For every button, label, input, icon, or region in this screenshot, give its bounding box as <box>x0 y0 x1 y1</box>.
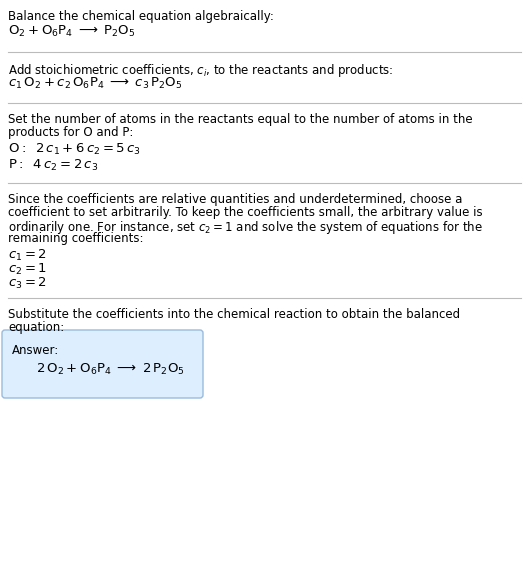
Text: ordinarily one. For instance, set $c_2 = 1$ and solve the system of equations fo: ordinarily one. For instance, set $c_2 =… <box>8 219 483 236</box>
Text: Balance the chemical equation algebraically:: Balance the chemical equation algebraica… <box>8 10 274 23</box>
Text: coefficient to set arbitrarily. To keep the coefficients small, the arbitrary va: coefficient to set arbitrarily. To keep … <box>8 206 482 219</box>
Text: Answer:: Answer: <box>12 344 59 357</box>
Text: $\mathrm{O_2} + \mathrm{O_6P_4} \;\longrightarrow\; \mathrm{P_2O_5}$: $\mathrm{O_2} + \mathrm{O_6P_4} \;\longr… <box>8 24 135 39</box>
Text: equation:: equation: <box>8 321 64 334</box>
Text: $\mathrm{P:}\;\; 4\,c_2 = 2\,c_3$: $\mathrm{P:}\;\; 4\,c_2 = 2\,c_3$ <box>8 158 98 173</box>
Text: Since the coefficients are relative quantities and underdetermined, choose a: Since the coefficients are relative quan… <box>8 193 462 206</box>
Text: $c_3 = 2$: $c_3 = 2$ <box>8 276 47 291</box>
Text: $\mathrm{O:}\;\; 2\,c_1 + 6\,c_2 = 5\,c_3$: $\mathrm{O:}\;\; 2\,c_1 + 6\,c_2 = 5\,c_… <box>8 142 141 157</box>
Text: products for O and P:: products for O and P: <box>8 126 133 139</box>
FancyBboxPatch shape <box>2 330 203 398</box>
Text: $c_1\, \mathrm{O_2} + c_2\, \mathrm{O_6P_4} \;\longrightarrow\; c_3\, \mathrm{P_: $c_1\, \mathrm{O_2} + c_2\, \mathrm{O_6P… <box>8 76 183 91</box>
Text: $2\, \mathrm{O_2} + \mathrm{O_6P_4} \;\longrightarrow\; 2\, \mathrm{P_2O_5}$: $2\, \mathrm{O_2} + \mathrm{O_6P_4} \;\l… <box>36 362 185 377</box>
Text: Substitute the coefficients into the chemical reaction to obtain the balanced: Substitute the coefficients into the che… <box>8 308 460 321</box>
Text: $c_2 = 1$: $c_2 = 1$ <box>8 262 47 277</box>
Text: remaining coefficients:: remaining coefficients: <box>8 232 143 245</box>
Text: $c_1 = 2$: $c_1 = 2$ <box>8 248 47 263</box>
Text: Set the number of atoms in the reactants equal to the number of atoms in the: Set the number of atoms in the reactants… <box>8 113 472 126</box>
Text: Add stoichiometric coefficients, $c_i$, to the reactants and products:: Add stoichiometric coefficients, $c_i$, … <box>8 62 394 79</box>
